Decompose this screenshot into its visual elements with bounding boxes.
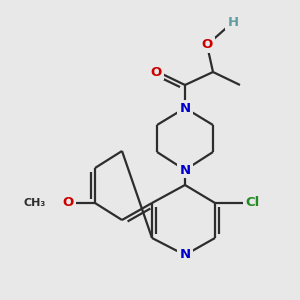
- Text: O: O: [201, 38, 213, 52]
- Text: CH₃: CH₃: [24, 198, 46, 208]
- Text: O: O: [62, 196, 74, 209]
- Text: N: N: [179, 164, 191, 176]
- Text: H: H: [227, 16, 239, 28]
- Text: N: N: [179, 248, 191, 262]
- Text: Cl: Cl: [245, 196, 259, 209]
- Text: N: N: [179, 101, 191, 115]
- Text: O: O: [150, 65, 162, 79]
